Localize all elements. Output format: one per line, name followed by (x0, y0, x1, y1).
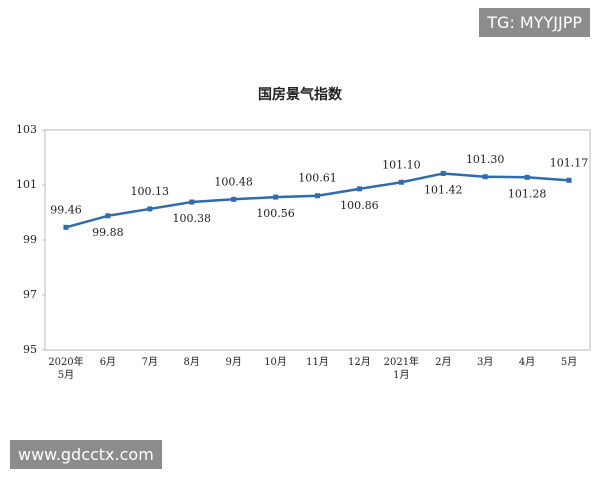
point (356, 186, 362, 192)
point (398, 179, 404, 185)
data-label: 100.86 (340, 199, 379, 212)
data-label: 101.30 (466, 153, 505, 166)
x-tick-label: 5月 (560, 357, 578, 368)
point (147, 206, 153, 212)
x-tick-label: 9月 (225, 357, 242, 368)
x-tick-label: 6月 (99, 357, 117, 368)
y-tick-label: 95 (23, 343, 37, 356)
y-tick-label: 101 (16, 178, 37, 191)
data-label: 100.38 (172, 212, 211, 225)
data-label: 100.48 (214, 175, 253, 188)
data-label: 101.42 (424, 183, 463, 196)
x-tick-label: 10月 (264, 357, 287, 368)
point (231, 196, 237, 202)
data-label: 101.28 (508, 187, 547, 200)
x-tick-label: 2021年 1月 (383, 357, 420, 381)
point (482, 174, 488, 180)
data-label: 101.17 (550, 156, 589, 169)
x-tick-label: 12月 (348, 357, 371, 368)
x-tick-label: 2月 (435, 357, 452, 368)
y-tick-label: 103 (16, 123, 37, 136)
data-label: 100.56 (256, 207, 295, 220)
point (566, 177, 572, 183)
point (189, 199, 195, 205)
point (273, 194, 279, 200)
point (315, 193, 320, 199)
data-label: 100.13 (131, 185, 170, 198)
chart-title: 国房景气指数 (258, 86, 343, 103)
x-tick-label: 2020年 5月 (48, 357, 84, 381)
watermark: TG: MYYJJPP (479, 8, 590, 37)
point (440, 170, 446, 176)
x-tick-label: 7月 (141, 357, 158, 368)
data-label: 99.46 (50, 203, 82, 216)
x-tick-label: 3月 (477, 357, 494, 368)
watermark: www.gdcctx.com (10, 440, 162, 469)
data-label: 100.61 (298, 172, 337, 185)
x-tick-label: 11月 (306, 357, 329, 368)
x-tick-label: 4月 (518, 357, 536, 368)
data-label: 101.10 (382, 158, 421, 171)
data-label: 99.88 (92, 226, 124, 239)
point (105, 213, 111, 219)
point (63, 224, 69, 230)
point (524, 174, 530, 180)
y-tick-label: 99 (23, 233, 37, 246)
x-tick-label: 8月 (183, 357, 200, 368)
plot-frame (44, 129, 591, 351)
y-tick-label: 97 (23, 288, 37, 301)
